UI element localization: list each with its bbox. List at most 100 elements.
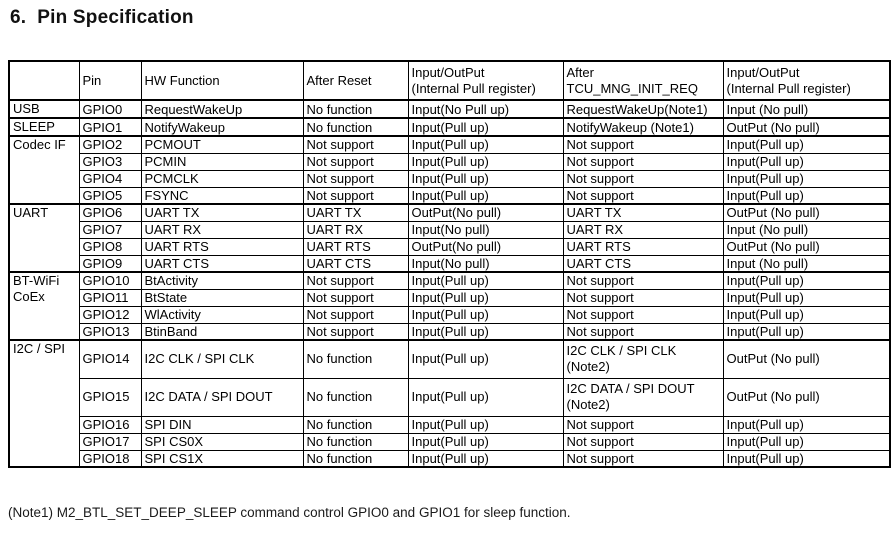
io-after-reset-cell: Input(Pull up)	[407, 271, 564, 290]
io-after-init-cell: OutPut (No pull)	[722, 339, 891, 379]
pin-cell: GPIO17	[78, 432, 142, 451]
io-after-reset-cell: Input(Pull up)	[407, 152, 564, 171]
io-after-init-cell: OutPut (No pull)	[722, 237, 891, 256]
table-row: GPIO17 SPI CS0X No function Input(Pull up) N…	[9, 432, 891, 451]
io-after-init-cell: OutPut (No pull)	[722, 203, 891, 222]
io-after-init-cell: OutPut (No pull)	[722, 117, 891, 137]
io-after-init-cell: Input (No pull)	[722, 254, 891, 273]
after-tcu-mng-init-req-cell: Not support	[562, 169, 724, 188]
table-row: SLEEP GPIO1 NotifyWakeup No function Input(P…	[8, 117, 891, 137]
after-reset-cell: No function	[302, 415, 409, 434]
category-cell: UART	[8, 203, 80, 273]
after-tcu-mng-init-req-cell: UART CTS	[562, 254, 724, 273]
pin-cell: GPIO2	[78, 135, 142, 154]
pin-cell: GPIO4	[78, 169, 142, 188]
after-tcu-mng-init-req-cell: Not support	[562, 135, 724, 154]
after-reset-cell: No function	[302, 432, 409, 451]
pin-cell: GPIO12	[78, 305, 142, 324]
io-after-reset-cell: Input(Pull up)	[407, 449, 564, 468]
io-after-reset-cell: Input(No pull)	[407, 220, 564, 239]
io-after-init-cell: Input (No pull)	[722, 220, 891, 239]
io-after-init-cell: Input(Pull up)	[722, 322, 891, 341]
io-after-reset-cell: Input(No pull)	[407, 254, 564, 273]
table-row: GPIO4 PCMCLK Not support Input(Pull up) Not …	[9, 169, 891, 188]
hw-function-cell: UART TX	[140, 203, 304, 222]
io-after-reset-cell: Input(Pull up)	[407, 339, 564, 379]
hw-function-cell: WlActivity	[140, 305, 304, 324]
hw-function-cell: SPI DIN	[140, 415, 304, 434]
hw-function-cell: UART RTS	[140, 237, 304, 256]
column-header-3: After Reset	[302, 60, 409, 101]
after-reset-cell: Not support	[302, 152, 409, 171]
pin-cell: GPIO0	[78, 99, 142, 119]
pin-cell: GPIO16	[78, 415, 142, 434]
column-header-1: Pin	[78, 60, 142, 101]
after-reset-cell: UART RX	[302, 220, 409, 239]
after-reset-cell: No function	[302, 449, 409, 468]
table-row: USB GPIO0 RequestWakeUp No function Input(No…	[8, 99, 891, 119]
after-tcu-mng-init-req-cell: Not support	[562, 271, 724, 290]
column-header-0	[8, 60, 80, 101]
pin-cell: GPIO14	[78, 339, 142, 379]
column-header-4: Input/OutPut (Internal Pull register)	[407, 60, 564, 101]
after-reset-cell: UART CTS	[302, 254, 409, 273]
category-cell: Codec IF	[8, 135, 80, 205]
footnote-note1: (Note1) M2_BTL_SET_DEEP_SLEEP command co…	[8, 505, 571, 520]
table-row: GPIO9 UART CTS UART CTS Input(No pull) UART …	[9, 254, 891, 273]
after-tcu-mng-init-req-cell: Not support	[562, 152, 724, 171]
hw-function-cell: NotifyWakeup	[140, 117, 304, 137]
after-tcu-mng-init-req-cell: Not support	[562, 432, 724, 451]
hw-function-cell: PCMCLK	[140, 169, 304, 188]
after-tcu-mng-init-req-cell: Not support	[562, 186, 724, 205]
io-after-init-cell: Input(Pull up)	[722, 186, 891, 205]
after-reset-cell: Not support	[302, 288, 409, 307]
table-row: GPIO8 UART RTS UART RTS OutPut(No pull) UART…	[9, 237, 891, 256]
after-reset-cell: No function	[302, 117, 409, 137]
pin-cell: GPIO8	[78, 237, 142, 256]
after-tcu-mng-init-req-cell: Not support	[562, 305, 724, 324]
hw-function-cell: PCMOUT	[140, 135, 304, 154]
after-tcu-mng-init-req-cell: I2C CLK / SPI CLK (Note2)	[562, 339, 724, 379]
io-after-init-cell: Input(Pull up)	[722, 432, 891, 451]
pin-cell: GPIO13	[78, 322, 142, 341]
io-after-reset-cell: OutPut(No pull)	[407, 237, 564, 256]
table-row: GPIO15 I2C DATA / SPI DOUT No function Inpu…	[9, 377, 891, 417]
io-after-init-cell: Input(Pull up)	[722, 169, 891, 188]
hw-function-cell: I2C DATA / SPI DOUT	[140, 377, 304, 417]
after-tcu-mng-init-req-cell: Not support	[562, 322, 724, 341]
after-tcu-mng-init-req-cell: UART RTS	[562, 237, 724, 256]
pin-cell: GPIO9	[78, 254, 142, 273]
after-tcu-mng-init-req-cell: Not support	[562, 288, 724, 307]
column-header-5: After TCU_MNG_INIT_REQ	[562, 60, 724, 101]
io-after-init-cell: Input(Pull up)	[722, 305, 891, 324]
after-reset-cell: No function	[302, 339, 409, 379]
after-tcu-mng-init-req-cell: UART RX	[562, 220, 724, 239]
after-tcu-mng-init-req-cell: NotifyWakeup (Note1)	[562, 117, 724, 137]
category-cell: USB	[8, 99, 80, 119]
after-reset-cell: Not support	[302, 271, 409, 290]
pin-cell: GPIO10	[78, 271, 142, 290]
io-after-reset-cell: Input(Pull up)	[407, 117, 564, 137]
pin-cell: GPIO6	[78, 203, 142, 222]
after-reset-cell: UART TX	[302, 203, 409, 222]
table-row: GPIO5 FSYNC Not support Input(Pull up) Not s…	[9, 186, 891, 205]
io-after-init-cell: Input (No pull)	[722, 99, 891, 119]
hw-function-cell: UART CTS	[140, 254, 304, 273]
category-cell: BT-WiFi CoEx	[8, 271, 80, 341]
table-row: GPIO16 SPI DIN No function Input(Pull up) No…	[9, 415, 891, 434]
io-after-reset-cell: Input(Pull up)	[407, 377, 564, 417]
table-row: GPIO7 UART RX UART RX Input(No pull) UART RX…	[9, 220, 891, 239]
hw-function-cell: BtState	[140, 288, 304, 307]
pin-cell: GPIO5	[78, 186, 142, 205]
table-row: UART GPIO6 UART TX UART TX OutPut(No pull) UA…	[8, 203, 891, 273]
pin-cell: GPIO15	[78, 377, 142, 417]
io-after-reset-cell: Input(Pull up)	[407, 305, 564, 324]
after-reset-cell: Not support	[302, 186, 409, 205]
io-after-reset-cell: Input(Pull up)	[407, 135, 564, 154]
hw-function-cell: FSYNC	[140, 186, 304, 205]
pin-cell: GPIO7	[78, 220, 142, 239]
hw-function-cell: PCMIN	[140, 152, 304, 171]
io-after-reset-cell: OutPut(No pull)	[407, 203, 564, 222]
io-after-reset-cell: Input(Pull up)	[407, 415, 564, 434]
after-tcu-mng-init-req-cell: I2C DATA / SPI DOUT (Note2)	[562, 377, 724, 417]
